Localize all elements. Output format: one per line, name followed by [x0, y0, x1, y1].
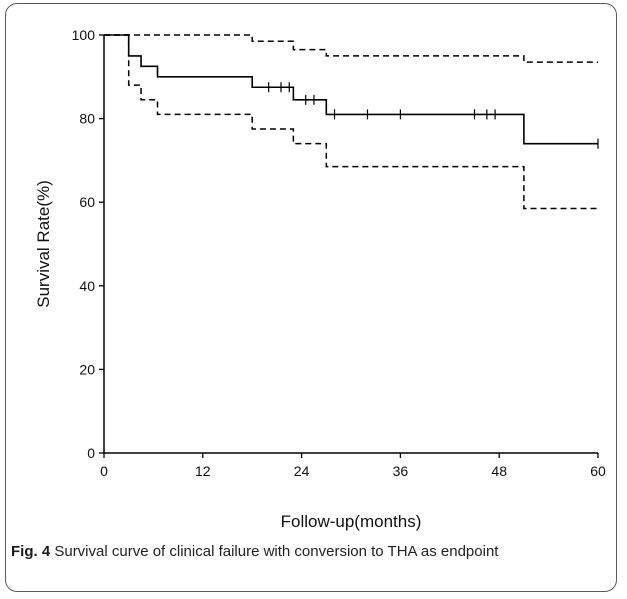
x-tick-label: 12: [195, 463, 211, 479]
figure-caption: Fig. 4 Survival curve of clinical failur…: [11, 541, 611, 562]
figure-label: Fig. 4: [11, 543, 51, 560]
upper-ci-line: [104, 34, 598, 63]
y-tick-label: 0: [87, 445, 95, 461]
figure-caption-text: Survival curve of clinical failure with …: [54, 543, 499, 560]
survival-chart: 0 12 24 36 48 60 0 20 40 60 80 100 Follow-up(months…: [34, 27, 606, 531]
x-tick-label: 60: [590, 463, 606, 479]
x-axis-title: Follow-up(months): [281, 512, 422, 531]
x-tick-label: 24: [294, 463, 310, 479]
y-tick-label: 20: [79, 361, 95, 377]
y-axis-title: Survival Rate(%): [34, 180, 53, 308]
x-tick-label: 0: [100, 463, 108, 479]
survival-estimate-line: [104, 34, 598, 145]
series-group: [104, 34, 599, 210]
x-tick-label: 48: [491, 463, 507, 479]
x-tick-label: 36: [393, 463, 409, 479]
tick-group: 0 12 24 36 48 60 0 20 40 60 80 100: [72, 27, 606, 479]
y-tick-label: 60: [79, 194, 95, 210]
axes: [103, 35, 598, 454]
y-tick-label: 80: [79, 111, 95, 127]
lower-ci-line: [104, 34, 598, 210]
y-tick-label: 100: [72, 27, 96, 43]
y-tick-label: 40: [79, 278, 95, 294]
figure-frame: [5, 3, 617, 592]
